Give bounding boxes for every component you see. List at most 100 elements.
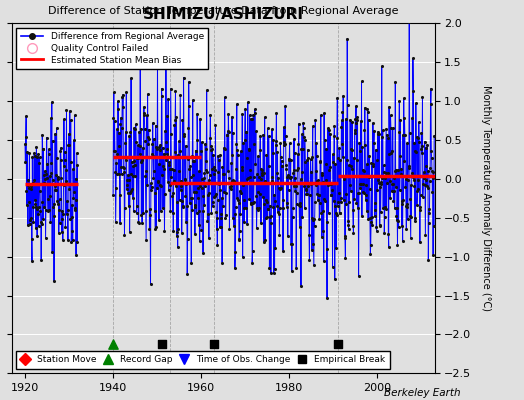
Point — [63, 198, 71, 204]
Point — [245, 147, 253, 153]
Point — [274, 148, 282, 155]
Point — [61, 167, 70, 174]
Point — [112, 160, 121, 166]
Point — [211, 167, 219, 173]
Point — [412, 134, 421, 140]
Point — [325, 167, 333, 174]
Point — [178, 230, 186, 236]
Point — [192, 189, 200, 195]
Point — [266, 202, 274, 209]
Point — [309, 123, 317, 130]
Point — [414, 135, 422, 141]
Point — [72, 197, 81, 204]
Point — [333, 340, 342, 347]
Point — [113, 126, 122, 132]
Point — [366, 215, 374, 221]
Point — [379, 162, 388, 168]
Point — [330, 198, 338, 204]
Point — [119, 91, 127, 98]
Point — [26, 186, 35, 192]
Point — [232, 203, 240, 210]
Point — [416, 206, 424, 213]
Point — [25, 150, 34, 156]
Point — [269, 137, 278, 144]
Point — [298, 169, 306, 176]
Point — [290, 183, 299, 189]
Point — [373, 187, 381, 194]
Point — [117, 164, 125, 170]
Point — [149, 175, 158, 181]
Point — [205, 234, 213, 241]
Point — [166, 182, 174, 188]
Point — [157, 208, 165, 214]
Point — [112, 185, 120, 191]
Point — [429, 175, 437, 182]
Point — [30, 197, 39, 204]
Point — [206, 134, 214, 141]
Point — [275, 184, 283, 191]
Point — [172, 229, 181, 235]
Point — [185, 166, 193, 173]
Point — [393, 205, 401, 211]
Point — [33, 233, 41, 239]
Point — [348, 119, 356, 125]
Point — [26, 221, 34, 227]
Point — [60, 116, 68, 123]
Point — [385, 104, 393, 110]
Point — [428, 155, 436, 161]
Point — [113, 151, 122, 158]
Point — [292, 183, 300, 190]
Point — [137, 126, 145, 133]
Point — [177, 187, 185, 193]
Point — [243, 155, 251, 161]
Point — [138, 220, 146, 226]
Point — [179, 74, 188, 81]
Point — [36, 154, 44, 160]
Point — [358, 213, 366, 219]
Point — [410, 183, 419, 189]
Point — [59, 182, 68, 188]
Point — [355, 140, 364, 146]
Point — [189, 172, 197, 178]
Point — [72, 251, 80, 258]
Point — [259, 132, 267, 138]
Point — [388, 188, 396, 194]
Point — [27, 182, 36, 189]
Point — [378, 134, 387, 140]
Point — [239, 140, 247, 146]
Point — [406, 130, 414, 136]
Point — [49, 201, 58, 207]
Point — [183, 236, 192, 242]
Point — [116, 121, 125, 128]
Point — [320, 110, 329, 116]
Point — [213, 197, 222, 203]
Title: SHIMIZU/ASHIZURI: SHIMIZU/ASHIZURI — [143, 7, 304, 22]
Point — [378, 175, 386, 182]
Point — [144, 141, 152, 148]
Point — [215, 224, 224, 230]
Point — [257, 176, 266, 182]
Point — [124, 190, 133, 196]
Point — [147, 180, 155, 186]
Point — [388, 181, 397, 188]
Point — [187, 260, 195, 266]
Point — [24, 222, 32, 228]
Point — [223, 128, 232, 134]
Point — [265, 133, 273, 139]
Point — [157, 340, 166, 347]
Point — [256, 147, 264, 154]
Point — [304, 180, 313, 186]
Point — [336, 157, 344, 163]
Point — [135, 142, 144, 149]
Point — [235, 228, 244, 234]
Point — [401, 176, 410, 182]
Point — [28, 154, 37, 160]
Point — [136, 158, 145, 165]
Point — [419, 169, 428, 175]
Point — [204, 192, 212, 198]
Point — [241, 137, 249, 143]
Point — [41, 168, 49, 174]
Point — [398, 197, 407, 204]
Point — [238, 254, 247, 260]
Point — [271, 245, 279, 251]
